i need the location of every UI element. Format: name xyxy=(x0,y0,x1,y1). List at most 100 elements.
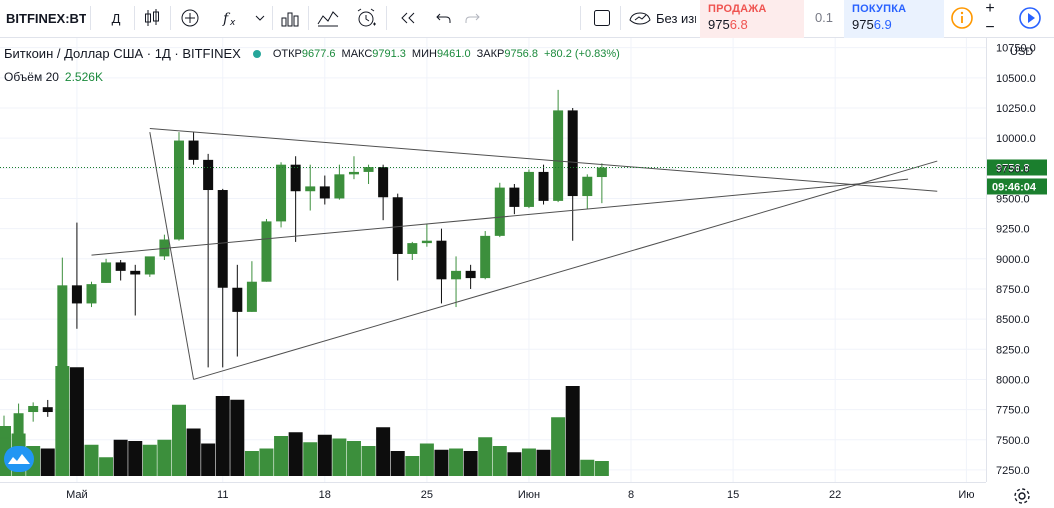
volume-bar xyxy=(405,456,420,476)
undo-icon[interactable] xyxy=(432,5,456,31)
volume-bar xyxy=(142,444,157,476)
candle-body xyxy=(523,171,534,207)
volume-bar xyxy=(521,448,536,476)
toolbar-divider xyxy=(170,6,171,30)
candle-body xyxy=(57,285,68,410)
replay-icon[interactable] xyxy=(396,5,420,31)
candle-body xyxy=(378,167,389,198)
toolbar-divider xyxy=(386,6,387,30)
price-tick-label: 8250.0 xyxy=(996,344,1030,356)
volume-bar xyxy=(40,448,55,476)
price-tick-label: 8000.0 xyxy=(996,374,1030,386)
volume-bar xyxy=(346,441,361,476)
trendlines[interactable] xyxy=(91,127,938,380)
candle-body xyxy=(173,140,184,240)
compare-label[interactable]: Без изменений xyxy=(656,10,696,26)
candle-body xyxy=(290,164,301,192)
buy-button[interactable]: ПОКУПКА 9756.9 xyxy=(844,0,944,38)
candle-body xyxy=(232,287,243,312)
volume-bar xyxy=(113,439,128,476)
top-toolbar: BITFINEX:BTCUSD Д fx Без изменений xyxy=(0,0,1054,38)
time-tick-label: 22 xyxy=(829,489,841,501)
toolbar-divider xyxy=(134,6,135,30)
candle-body xyxy=(567,110,578,197)
volume-bar xyxy=(171,404,186,476)
toolbar-divider xyxy=(580,6,581,30)
price-tick-label: 7500.0 xyxy=(996,435,1030,447)
info-icon[interactable] xyxy=(948,5,976,31)
play-icon[interactable] xyxy=(1016,5,1044,31)
volume-bar xyxy=(317,434,332,476)
chart-template-icon[interactable] xyxy=(316,5,340,31)
candle-body xyxy=(392,197,403,254)
trendline xyxy=(149,127,938,192)
volume-bar xyxy=(303,442,318,476)
candle-body xyxy=(436,240,447,280)
price-tick-label: 8750.0 xyxy=(996,284,1030,296)
layout-icon[interactable] xyxy=(590,5,614,31)
candle-body xyxy=(246,281,257,312)
price-tick-label: 10750.0 xyxy=(996,43,1036,55)
tradingview-logo-icon[interactable] xyxy=(4,446,34,472)
volume-bar xyxy=(434,449,449,476)
legend-title: Биткоин / Доллар США · 1Д · BITFINEX xyxy=(4,46,241,61)
redo-icon[interactable] xyxy=(460,5,484,31)
volume-bar xyxy=(332,438,347,476)
volume-bar xyxy=(492,446,507,476)
time-tick-label: Июн xyxy=(518,489,540,501)
alarm-add-icon[interactable] xyxy=(354,5,378,31)
candle-body xyxy=(130,270,141,275)
zoom-out-button[interactable]: − xyxy=(985,19,995,36)
candle-body xyxy=(305,186,316,192)
price-axis[interactable]: 7250.0 7500.0 7750.0 8000.0 8250.0 8500.0 8750… xyxy=(996,43,1036,477)
candle-body xyxy=(188,140,199,160)
volume-label: Объём 20 xyxy=(4,70,59,84)
candle-body xyxy=(319,186,330,199)
open-value: 9677.6 xyxy=(301,47,336,60)
volume-bars xyxy=(0,366,609,476)
spread-value: 0.1 xyxy=(814,10,834,25)
candle-body xyxy=(553,110,564,201)
interval-button[interactable]: Д xyxy=(111,10,121,26)
volume-bar xyxy=(84,444,99,476)
time-tick-label: 11 xyxy=(217,489,228,501)
compare-icon[interactable] xyxy=(626,5,654,31)
candle-body xyxy=(348,171,359,175)
toolbar-divider xyxy=(620,6,621,30)
volume-bar xyxy=(390,451,405,476)
volume-bar xyxy=(186,428,201,476)
change-value: +80.2 (+0.83%) xyxy=(543,47,620,60)
chevron-down-icon[interactable] xyxy=(250,5,270,31)
bar-chart-icon[interactable] xyxy=(278,5,302,31)
volume-bar xyxy=(463,451,478,476)
volume-bar xyxy=(594,461,609,476)
countdown-label: 09:46:04 xyxy=(992,181,1037,193)
candle-body xyxy=(480,235,491,279)
zoom-in-button[interactable]: + xyxy=(985,0,995,17)
time-axis[interactable]: Май 11 18 25 Июн 8 15 22 Ию xyxy=(66,489,974,501)
price-tick-label: 7750.0 xyxy=(996,405,1030,417)
chart-legend: Биткоин / Доллар США · 1Д · BITFINEX ОТК… xyxy=(4,46,620,61)
gear-icon[interactable] xyxy=(1012,486,1032,506)
toolbar-divider xyxy=(308,6,309,30)
candle-body xyxy=(144,256,155,275)
candle-body xyxy=(363,167,374,172)
time-scale[interactable] xyxy=(0,482,986,508)
candle-body xyxy=(276,164,287,222)
candle-body xyxy=(86,284,97,304)
price-tick-label: 7250.0 xyxy=(996,465,1030,477)
volume-bar xyxy=(201,443,216,476)
trendline xyxy=(193,160,938,380)
candles-icon[interactable] xyxy=(140,5,164,31)
countdown-badge xyxy=(987,178,1047,195)
symbol-search-button[interactable]: BITFINEX:BTCUSD xyxy=(6,10,86,26)
sell-button[interactable]: ПРОДАЖА 9756.8 xyxy=(700,0,804,38)
candle-body xyxy=(465,270,476,279)
add-indicator-icon[interactable] xyxy=(178,5,202,31)
volume-bar xyxy=(69,367,84,476)
price-tick-label: 9750.0 xyxy=(996,163,1030,175)
candle-body xyxy=(28,405,39,413)
price-scale[interactable] xyxy=(986,38,1054,482)
